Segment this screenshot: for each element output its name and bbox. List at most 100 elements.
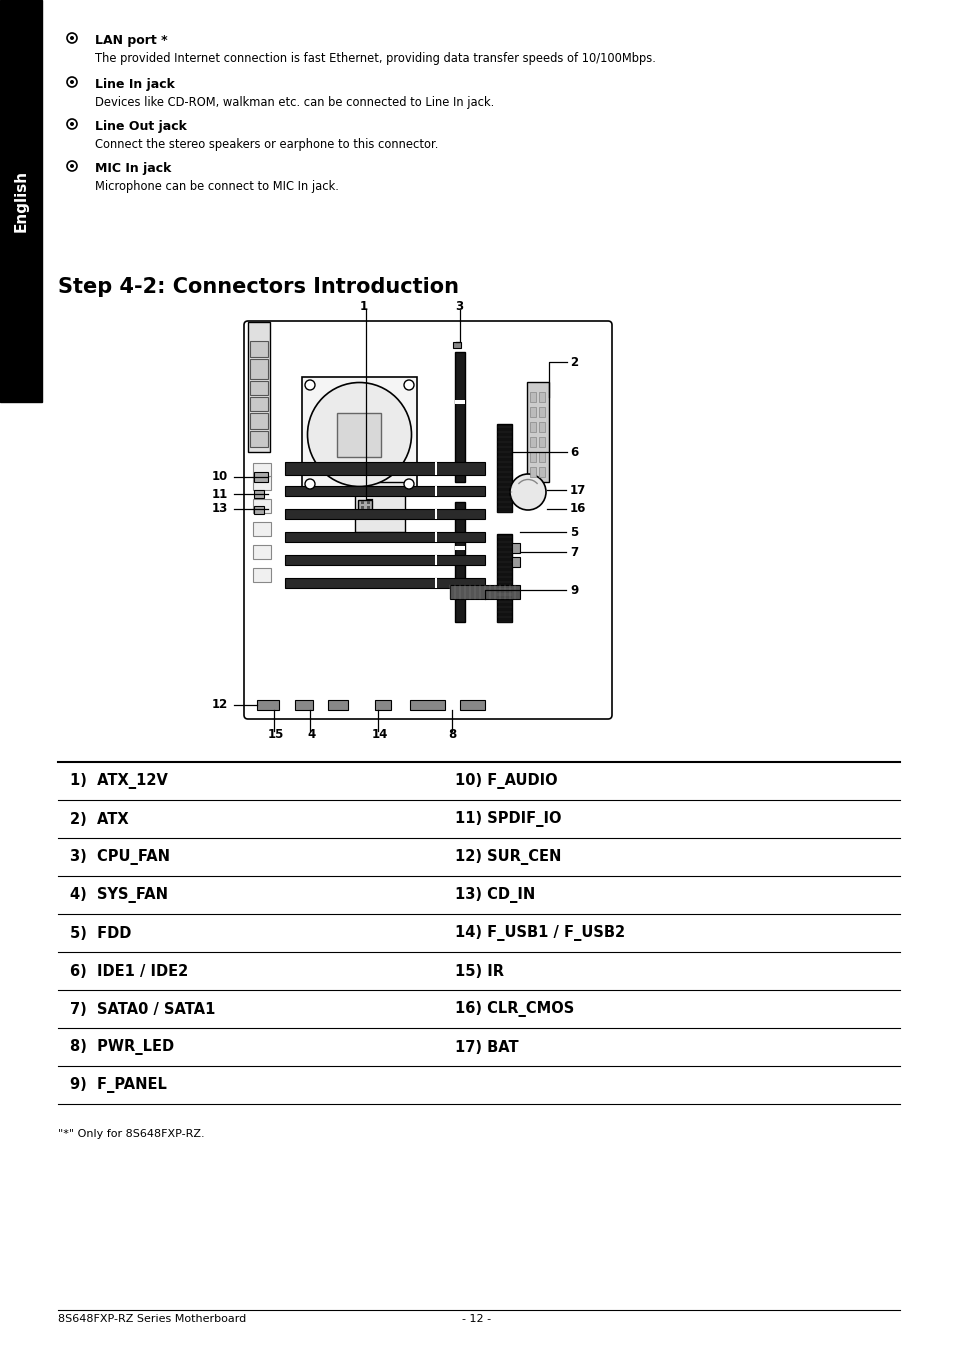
- Text: 2: 2: [569, 356, 578, 369]
- Bar: [253, 568, 271, 581]
- Text: 6)  IDE1 / IDE2: 6) IDE1 / IDE2: [70, 964, 188, 979]
- Text: Step 4-2: Connectors Introduction: Step 4-2: Connectors Introduction: [58, 277, 458, 297]
- FancyBboxPatch shape: [244, 320, 612, 719]
- Bar: [530, 452, 536, 462]
- Text: "*" Only for 8S648FXP-RZ.: "*" Only for 8S648FXP-RZ.: [58, 1129, 204, 1138]
- Bar: [526, 383, 548, 483]
- Bar: [435, 462, 436, 475]
- Bar: [360, 506, 364, 508]
- Text: 4)  SYS_FAN: 4) SYS_FAN: [70, 887, 168, 903]
- Bar: [253, 476, 271, 489]
- Text: The provided Internet connection is fast Ethernet, providing data transfer speed: The provided Internet connection is fast…: [95, 51, 656, 65]
- Text: 9: 9: [569, 584, 578, 596]
- Bar: [250, 381, 268, 395]
- Bar: [375, 700, 391, 710]
- Bar: [538, 466, 544, 477]
- Bar: [253, 506, 264, 514]
- Bar: [455, 352, 464, 483]
- Bar: [253, 462, 271, 477]
- Circle shape: [305, 479, 314, 489]
- Bar: [250, 341, 268, 357]
- Circle shape: [510, 475, 545, 510]
- Bar: [253, 472, 268, 483]
- Bar: [410, 700, 444, 710]
- Circle shape: [67, 161, 77, 170]
- Text: 1: 1: [359, 300, 368, 314]
- Text: 11: 11: [212, 488, 228, 500]
- Text: 11) SPDIF_IO: 11) SPDIF_IO: [455, 811, 561, 827]
- Text: 15) IR: 15) IR: [455, 964, 503, 979]
- Bar: [285, 579, 484, 588]
- Text: 5: 5: [569, 526, 578, 538]
- Circle shape: [403, 479, 414, 489]
- Text: 8: 8: [448, 727, 456, 741]
- Circle shape: [70, 122, 74, 126]
- Bar: [285, 485, 484, 496]
- Bar: [367, 506, 370, 508]
- Text: 8S648FXP-RZ Series Motherboard: 8S648FXP-RZ Series Motherboard: [58, 1314, 246, 1324]
- Bar: [538, 437, 544, 448]
- Text: 8)  PWR_LED: 8) PWR_LED: [70, 1038, 174, 1055]
- Text: Microphone can be connect to MIC In jack.: Microphone can be connect to MIC In jack…: [95, 180, 338, 193]
- Bar: [357, 500, 372, 512]
- Circle shape: [70, 80, 74, 84]
- Bar: [248, 322, 270, 452]
- Text: Devices like CD-ROM, walkman etc. can be connected to Line In jack.: Devices like CD-ROM, walkman etc. can be…: [95, 96, 494, 110]
- Circle shape: [70, 164, 74, 168]
- Text: 2)  ATX: 2) ATX: [70, 811, 129, 826]
- Circle shape: [307, 383, 411, 487]
- Text: 3)  CPU_FAN: 3) CPU_FAN: [70, 849, 170, 865]
- Text: - 12 -: - 12 -: [462, 1314, 491, 1324]
- Bar: [285, 556, 484, 565]
- Bar: [530, 437, 536, 448]
- Bar: [253, 545, 271, 558]
- Bar: [250, 431, 268, 448]
- Circle shape: [403, 380, 414, 389]
- Text: English: English: [13, 170, 29, 233]
- Text: 10) F_AUDIO: 10) F_AUDIO: [455, 773, 558, 790]
- Circle shape: [305, 380, 314, 389]
- Bar: [253, 499, 271, 512]
- Circle shape: [67, 77, 77, 87]
- Bar: [497, 534, 512, 622]
- Text: Connect the stereo speakers or earphone to this connector.: Connect the stereo speakers or earphone …: [95, 138, 438, 151]
- Text: 6: 6: [569, 446, 578, 458]
- Text: 16) CLR_CMOS: 16) CLR_CMOS: [455, 1000, 574, 1017]
- Bar: [355, 483, 405, 531]
- Text: 13) CD_IN: 13) CD_IN: [455, 887, 535, 903]
- Bar: [337, 412, 381, 457]
- Text: 16: 16: [569, 503, 586, 515]
- Bar: [285, 531, 484, 542]
- Circle shape: [70, 37, 74, 41]
- Text: 7: 7: [569, 545, 578, 558]
- Text: 12) SUR_CEN: 12) SUR_CEN: [455, 849, 560, 865]
- Bar: [455, 502, 464, 622]
- Bar: [367, 502, 370, 504]
- Text: Line In jack: Line In jack: [95, 78, 174, 91]
- Bar: [530, 392, 536, 402]
- Bar: [435, 531, 436, 542]
- Bar: [285, 462, 484, 475]
- Circle shape: [67, 32, 77, 43]
- Text: 14: 14: [372, 727, 388, 741]
- Bar: [294, 700, 313, 710]
- Text: 4: 4: [307, 727, 314, 741]
- Bar: [459, 700, 484, 710]
- Text: LAN port *: LAN port *: [95, 34, 168, 47]
- Text: 14) F_USB1 / F_USB2: 14) F_USB1 / F_USB2: [455, 925, 624, 941]
- Bar: [328, 700, 348, 710]
- Text: 7)  SATA0 / SATA1: 7) SATA0 / SATA1: [70, 1002, 215, 1017]
- Bar: [0, 0, 42, 402]
- Text: Line Out jack: Line Out jack: [95, 120, 187, 132]
- Bar: [302, 377, 416, 492]
- Bar: [530, 422, 536, 433]
- Bar: [435, 485, 436, 496]
- Bar: [450, 585, 519, 599]
- Bar: [530, 407, 536, 416]
- Text: 12: 12: [212, 699, 228, 711]
- Text: 15: 15: [268, 727, 284, 741]
- Bar: [360, 502, 364, 504]
- Text: 3: 3: [455, 300, 462, 314]
- Bar: [512, 557, 519, 566]
- Bar: [250, 412, 268, 429]
